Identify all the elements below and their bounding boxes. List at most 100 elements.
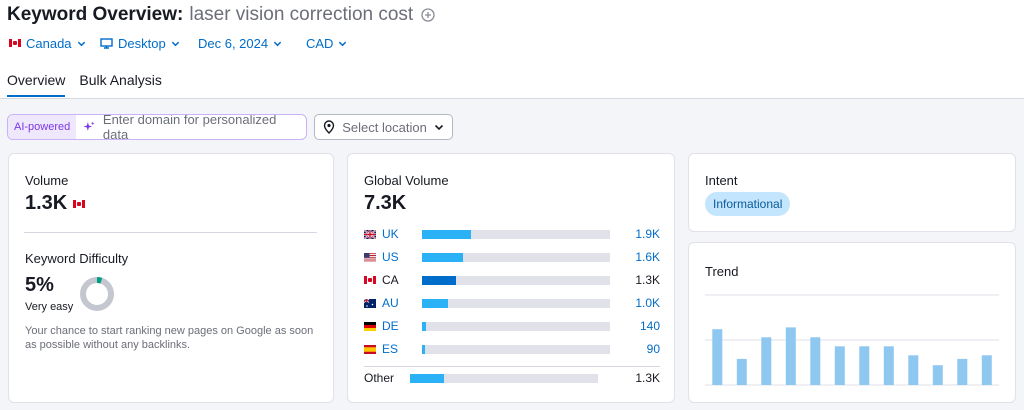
intent-card: Intent Informational bbox=[688, 153, 1016, 232]
country-row[interactable]: ES 90 bbox=[364, 341, 660, 357]
global-volume-card: Global Volume 7.3K UK 1.9K US 1.6K CA 1.… bbox=[347, 153, 675, 403]
trend-bar[interactable] bbox=[859, 346, 870, 385]
date-filter[interactable]: Dec 6, 2024 bbox=[196, 33, 304, 53]
date-filter-label: Dec 6, 2024 bbox=[198, 35, 269, 51]
volume-value: 1.3K bbox=[25, 192, 68, 214]
chevron-down-icon bbox=[339, 41, 347, 46]
domain-input[interactable]: Enter domain for personalized data bbox=[76, 115, 306, 139]
country-bar bbox=[422, 252, 610, 262]
country-value[interactable]: 1.0K bbox=[635, 296, 660, 310]
other-label: Other bbox=[364, 371, 395, 385]
filters-bar: Canada Desktop Dec 6, 2024 CAD bbox=[7, 33, 349, 53]
difficulty-level: Very easy bbox=[25, 301, 74, 313]
country-row: CA 1.3K bbox=[364, 272, 660, 288]
trend-bar[interactable] bbox=[981, 355, 992, 385]
other-value: 1.3K bbox=[635, 371, 660, 385]
country-row[interactable]: UK 1.9K bbox=[364, 226, 660, 242]
other-bar bbox=[410, 373, 598, 383]
country-value[interactable]: 1.6K bbox=[635, 250, 660, 264]
trend-bar[interactable] bbox=[785, 327, 796, 385]
sparkle-icon bbox=[83, 121, 95, 131]
page-header: Keyword Overview: laser vision correctio… bbox=[0, 0, 1024, 99]
add-to-list-icon[interactable] bbox=[421, 8, 435, 22]
country-row[interactable]: AU 1.0K bbox=[364, 295, 660, 311]
other-bar-fill bbox=[410, 373, 444, 383]
domain-input-placeholder: Enter domain for personalized data bbox=[102, 114, 277, 140]
device-filter-label: Desktop bbox=[118, 35, 166, 51]
country-code[interactable]: DE bbox=[382, 319, 399, 333]
trend-bar[interactable] bbox=[834, 346, 845, 385]
divider bbox=[364, 366, 660, 367]
country-code[interactable]: AU bbox=[382, 296, 399, 310]
tab-bulk-analysis[interactable]: Bulk Analysis bbox=[79, 72, 162, 88]
country-bar-fill bbox=[422, 344, 425, 354]
country-bar-fill bbox=[422, 321, 426, 331]
personalization-bar: AI-powered Enter domain for personalized… bbox=[7, 114, 454, 140]
difficulty-arc bbox=[80, 277, 114, 311]
page-title-label: Keyword Overview: bbox=[7, 4, 184, 25]
country-bar bbox=[422, 229, 610, 239]
flag-australia-icon bbox=[364, 298, 376, 308]
difficulty-value: 5% bbox=[25, 274, 54, 296]
flag-spain-icon bbox=[364, 344, 376, 354]
country-value[interactable]: 140 bbox=[639, 319, 660, 333]
currency-filter[interactable]: CAD bbox=[304, 33, 349, 53]
country-row[interactable]: DE 140 bbox=[364, 318, 660, 334]
trend-chart bbox=[705, 294, 999, 386]
trend-bar[interactable] bbox=[810, 337, 821, 385]
intent-label: Intent bbox=[705, 173, 738, 188]
trend-bar[interactable] bbox=[736, 358, 747, 385]
country-bar-fill bbox=[422, 275, 456, 285]
country-value[interactable]: 1.9K bbox=[635, 227, 660, 241]
trend-bar[interactable] bbox=[957, 358, 968, 385]
country-row[interactable]: US 1.6K bbox=[364, 249, 660, 265]
trend-bar[interactable] bbox=[761, 337, 772, 385]
location-select[interactable]: Select location bbox=[314, 114, 454, 140]
global-volume-label: Global Volume bbox=[364, 173, 449, 188]
chevron-down-icon bbox=[77, 41, 85, 46]
ai-domain-box: AI-powered Enter domain for personalized… bbox=[7, 114, 308, 140]
country-code[interactable]: UK bbox=[382, 227, 399, 241]
country-bar-fill bbox=[422, 298, 449, 308]
trend-bar[interactable] bbox=[908, 355, 919, 385]
country-bar-fill bbox=[422, 229, 471, 239]
country-value[interactable]: 90 bbox=[646, 342, 660, 356]
flag-canada-icon bbox=[73, 199, 86, 208]
flag-us-icon bbox=[364, 252, 376, 262]
volume-label: Volume bbox=[25, 173, 69, 188]
location-select-placeholder: Select location bbox=[342, 119, 427, 135]
country-filter-label: Canada bbox=[26, 35, 72, 51]
currency-filter-label: CAD bbox=[306, 35, 334, 51]
location-pin-icon bbox=[324, 120, 335, 134]
country-bar bbox=[422, 321, 610, 331]
tab-overview[interactable]: Overview bbox=[7, 72, 66, 97]
device-filter[interactable]: Desktop bbox=[98, 33, 196, 53]
chevron-down-icon bbox=[273, 41, 282, 46]
desktop-icon bbox=[100, 37, 113, 49]
divider bbox=[24, 232, 317, 233]
country-filter[interactable]: Canada bbox=[7, 33, 98, 53]
volume-value-row: 1.3K bbox=[25, 192, 86, 215]
country-bar-fill bbox=[422, 252, 464, 262]
ai-powered-badge: AI-powered bbox=[8, 115, 77, 139]
flag-uk-icon bbox=[364, 229, 376, 239]
other-row: Other 1.3K bbox=[364, 370, 660, 386]
country-value: 1.3K bbox=[635, 273, 660, 287]
global-volume-value: 7.3K bbox=[364, 192, 407, 214]
chevron-down-icon bbox=[171, 41, 179, 46]
trend-bar[interactable] bbox=[712, 329, 723, 385]
volume-card: Volume 1.3K Keyword Difficulty 5% Very e… bbox=[8, 153, 334, 403]
intent-badge: Informational bbox=[705, 192, 791, 216]
country-bar bbox=[422, 298, 610, 308]
country-bar bbox=[422, 344, 610, 354]
difficulty-donut bbox=[80, 277, 114, 311]
trend-card: Trend bbox=[688, 242, 1016, 403]
country-code: CA bbox=[382, 273, 399, 287]
trend-bar[interactable] bbox=[932, 365, 943, 385]
country-code[interactable]: US bbox=[382, 250, 399, 264]
country-code[interactable]: ES bbox=[382, 342, 399, 356]
trend-bar[interactable] bbox=[883, 346, 894, 385]
tabs-bar: Overview Bulk Analysis bbox=[7, 72, 162, 97]
trend-label: Trend bbox=[705, 264, 739, 279]
chevron-down-icon bbox=[435, 124, 444, 131]
